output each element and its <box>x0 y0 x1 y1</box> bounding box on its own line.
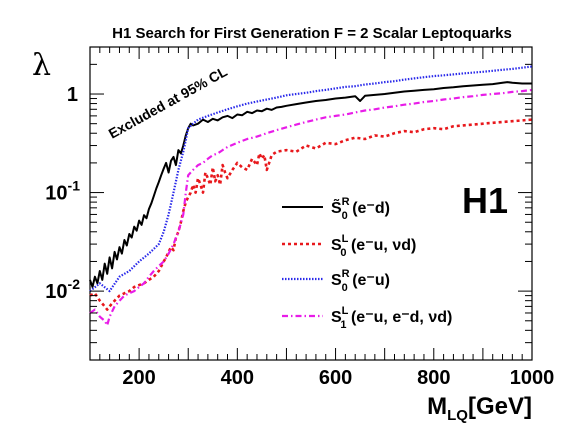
series-line-2 <box>89 65 533 293</box>
y-tick-label: 1 <box>67 84 78 106</box>
x-axis-label-main: M <box>427 393 447 420</box>
legend-sup: R <box>342 268 350 280</box>
legend-main: S <box>331 272 342 289</box>
x-tick-label: 800 <box>417 367 450 389</box>
legend-sub: 1 <box>340 319 346 331</box>
y-tick-label: 10-2 <box>45 276 80 303</box>
legend: S̃R 0 (e⁻d)SL 0 (e⁻u, νd)SR 0 (e⁻u)SL 1 (e⁻u… <box>282 196 452 331</box>
legend-main: S <box>331 237 342 254</box>
x-axis-label-unit: [GeV] <box>468 393 532 420</box>
legend-tail: (e⁻d) <box>348 200 390 217</box>
legend-sub: 0 <box>340 247 346 259</box>
x-axis-label-sub: LQ <box>447 407 468 424</box>
legend-tail: (e⁻u, e⁻d, νd) <box>347 309 453 326</box>
x-tick-label: 600 <box>319 367 352 389</box>
chart-title: H1 Search for First Generation F = 2 Sca… <box>112 25 512 42</box>
y-tick-label-exp: -1 <box>68 178 81 194</box>
legend-entry-3: SL 1 (e⁻u, e⁻d, νd) <box>331 305 452 331</box>
y-tick-label: 10-1 <box>45 178 80 205</box>
x-axis-label: MLQ[GeV] <box>427 393 532 424</box>
y-tick-label-base: 10 <box>45 183 67 205</box>
y-tick-label-exp: -2 <box>68 276 81 292</box>
y-tick-label-base: 10 <box>45 281 67 303</box>
legend-tail: (e⁻u, νd) <box>347 237 417 254</box>
series-layer <box>89 65 533 327</box>
legend-sup: L <box>342 305 349 317</box>
x-tick-label: 400 <box>221 367 254 389</box>
legend-sup: L <box>342 233 349 245</box>
excluded-annotation: Excluded at 95% CL <box>106 63 231 142</box>
plot-border <box>89 46 533 361</box>
series-line-0 <box>89 81 532 288</box>
plot-frame <box>89 46 533 361</box>
legend-sup: R <box>342 196 350 208</box>
legend-entry-1: SL 0 (e⁻u, νd) <box>331 233 416 259</box>
x-tick-label: 200 <box>122 367 155 389</box>
y-axis-label: λ <box>32 48 51 83</box>
brand-label: H1 <box>462 180 508 221</box>
x-tick-label: 1000 <box>510 367 555 389</box>
legend-main: S <box>331 309 342 326</box>
legend-sub: 0 <box>342 282 348 294</box>
series-line-3 <box>89 88 533 327</box>
legend-sub: 0 <box>342 210 348 222</box>
series-line-1 <box>89 118 533 311</box>
legend-tail: (e⁻u) <box>348 272 390 289</box>
legend-entry-2: SR 0 (e⁻u) <box>331 268 390 294</box>
legend-entry-0: S̃R 0 (e⁻d) <box>331 196 390 222</box>
legend-main: S̃ <box>331 197 342 217</box>
